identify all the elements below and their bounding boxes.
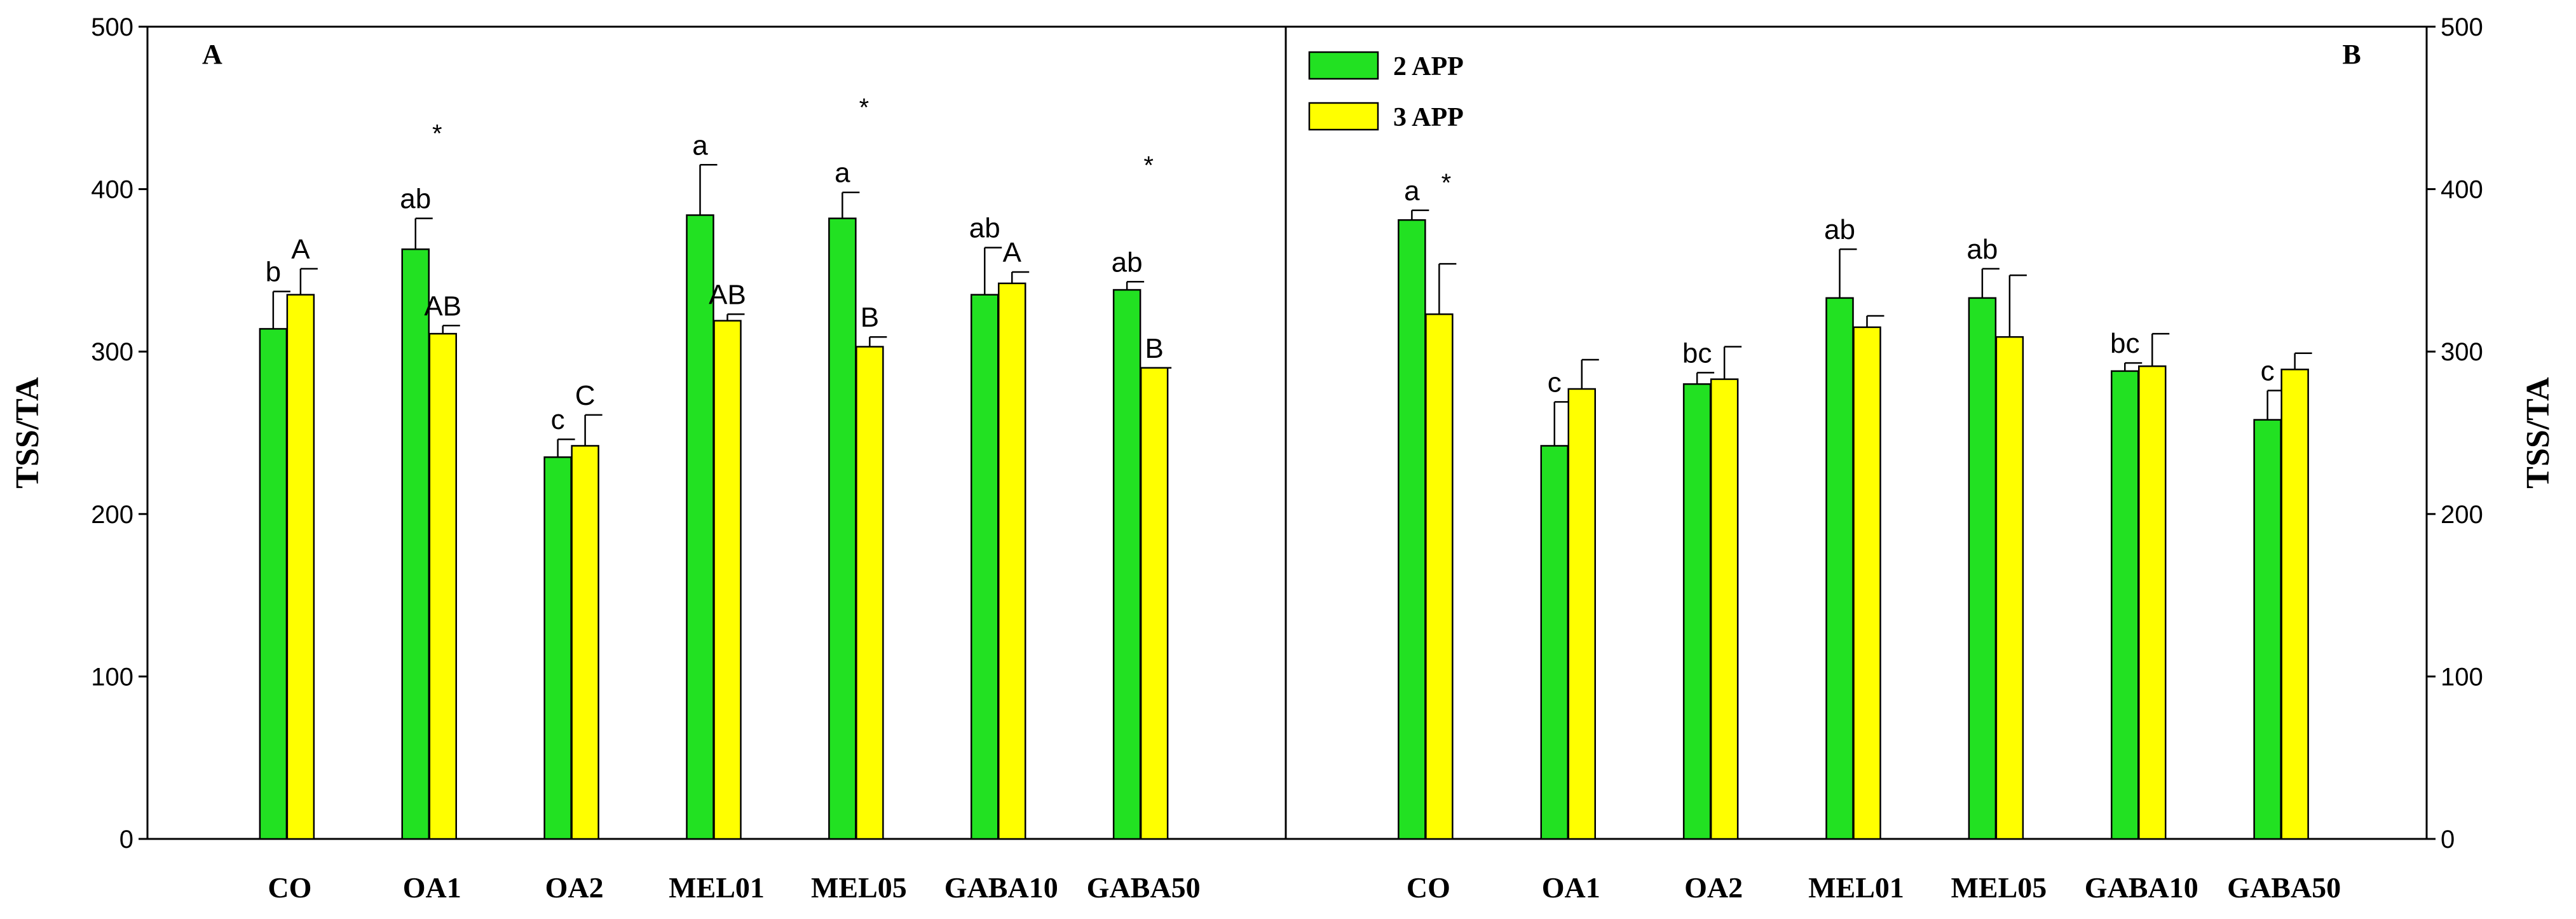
y-tick-label: 400 (91, 176, 133, 204)
significance-letter: a (835, 158, 850, 189)
bar (1682, 383, 1712, 840)
x-tick-label: OA2 (545, 871, 604, 904)
bar (855, 346, 884, 840)
significance-letter: b (266, 257, 281, 288)
x-tick-label: OA1 (1542, 871, 1600, 904)
significance-letter: c (1548, 367, 1562, 398)
panel-label: B (2342, 39, 2361, 70)
bar (1398, 219, 1426, 840)
x-tick-label: MEL01 (669, 871, 765, 904)
x-tick-label: OA1 (403, 871, 461, 904)
significance-letter: ab (1112, 247, 1143, 278)
significance-letter: bc (1682, 337, 1712, 369)
x-tick-label: OA2 (1684, 871, 1743, 904)
bar (998, 282, 1026, 840)
significance-letter: bc (2110, 328, 2139, 359)
y-tick-label: 500 (2441, 13, 2483, 41)
y-tick-label: 200 (2441, 501, 2483, 529)
panel-a-chart: 0100200300400500TSS/TAACObAOA1abAB*OA2cC… (10, 13, 1287, 904)
bar (828, 217, 857, 840)
significance-letter: C (575, 380, 596, 411)
x-tick-label: GABA50 (1087, 871, 1201, 904)
y-tick-label: 200 (91, 501, 133, 529)
significance-letter: ab (1966, 234, 1998, 265)
significance-letter: c (2261, 356, 2275, 387)
x-tick-label: MEL05 (811, 871, 907, 904)
y-tick-label: 300 (2441, 338, 2483, 366)
bar (2111, 370, 2139, 840)
significance-letter: B (1145, 333, 1163, 364)
x-tick-label: GABA10 (2085, 871, 2198, 904)
legend-swatch (1308, 102, 1379, 131)
bar (2280, 369, 2309, 840)
x-tick-label: CO (1407, 871, 1450, 904)
bar (2138, 365, 2167, 840)
significance-letter: ab (1824, 214, 1855, 245)
bar (1540, 445, 1569, 840)
bar (2253, 419, 2282, 840)
y-tick-label: 0 (119, 826, 133, 854)
significance-star: * (1441, 169, 1452, 197)
y-tick-label: 300 (91, 338, 133, 366)
bar (286, 294, 315, 840)
panel-b-chart: 0 100 200 300 400 500 TSS/TA B CO a * OA1 c OA2 bc MEL0… (1285, 13, 2556, 904)
bar (571, 445, 599, 840)
significance-letter: a (1404, 175, 1420, 207)
y-axis-title: TSS/TA (10, 377, 46, 489)
bar (1825, 297, 1854, 840)
significance-letter: ab (969, 213, 1000, 244)
significance-letter: AB (424, 290, 461, 322)
significance-star: * (859, 94, 869, 122)
significance-letter: ab (400, 184, 431, 215)
y-tick-label: 0 (2441, 826, 2455, 854)
significance-star: * (432, 120, 442, 148)
legend-label: 2 APP (1393, 52, 1464, 81)
bar (1567, 388, 1596, 840)
bar (1140, 367, 1169, 840)
bar (401, 248, 430, 840)
y-tick-label: 400 (2441, 176, 2483, 204)
x-tick-label: MEL01 (1808, 871, 1904, 904)
bar (1968, 297, 1997, 840)
bar (543, 456, 572, 840)
bar (1425, 313, 1454, 840)
y-axis-title: TSS/TA (2520, 377, 2556, 489)
bar (259, 328, 288, 840)
x-tick-label: GABA10 (944, 871, 1058, 904)
bar (713, 320, 742, 840)
y-tick-label: 100 (91, 663, 133, 691)
bar (1710, 378, 1739, 840)
significance-star: * (1143, 151, 1154, 179)
significance-letter: c (551, 404, 565, 435)
bar (1112, 289, 1141, 840)
x-tick-label: GABA50 (2227, 871, 2341, 904)
significance-letter: A (1003, 237, 1022, 268)
legend-swatch (1308, 51, 1379, 80)
bar (971, 294, 999, 840)
x-tick-label: MEL05 (1951, 871, 2047, 904)
legend-label: 3 APP (1393, 103, 1464, 132)
bar (1995, 336, 2024, 840)
panel-label: A (202, 39, 222, 70)
x-tick-label: CO (268, 871, 311, 904)
significance-letter: A (291, 234, 310, 265)
bar (428, 332, 457, 840)
y-tick-label: 500 (91, 13, 133, 41)
y-tick-label: 100 (2441, 663, 2483, 691)
significance-letter: B (861, 302, 879, 333)
significance-letter: a (692, 130, 708, 161)
significance-letter: AB (709, 279, 746, 310)
bar (1853, 326, 1881, 840)
